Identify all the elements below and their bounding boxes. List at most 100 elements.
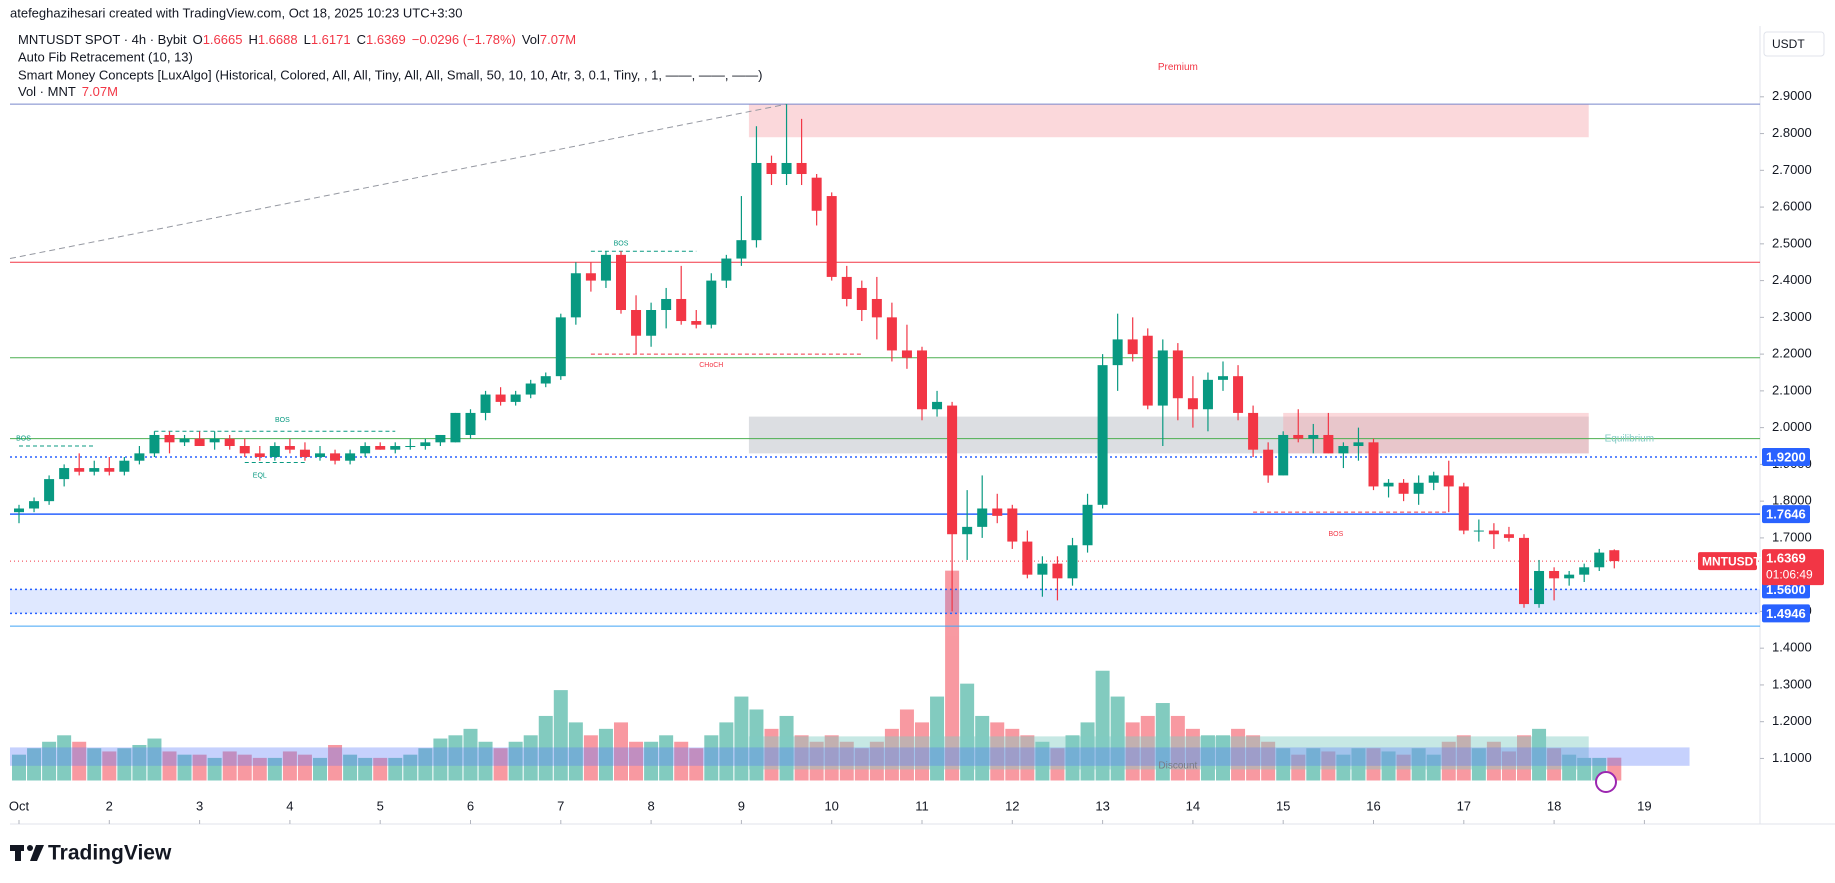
- volume-bar: [1351, 748, 1366, 781]
- candle-body: [179, 438, 190, 443]
- symbol-legend: MNTUSDT SPOT · 4h · Bybit O1.6665 H1.6688 L…: [18, 32, 576, 47]
- candle-body: [345, 453, 356, 461]
- volume-bar: [147, 738, 162, 781]
- currency-box: [1763, 31, 1825, 57]
- vol-value: 7.07M: [82, 84, 118, 99]
- trend-line: [9, 103, 787, 260]
- candle-body: [209, 438, 220, 443]
- candle-body: [1007, 508, 1018, 542]
- volume-bar: [117, 748, 132, 781]
- ohlc-value: 1.6369: [366, 32, 406, 47]
- candle-body: [1308, 434, 1319, 439]
- volume-bar: [418, 748, 433, 781]
- volume-bar: [1396, 754, 1411, 781]
- candle-body: [44, 479, 55, 502]
- volume-bar: [463, 728, 478, 781]
- candle-body: [1157, 350, 1168, 406]
- volume-bar: [1291, 754, 1306, 781]
- volume-bar: [1547, 748, 1562, 781]
- volume-bar: [1200, 735, 1215, 781]
- volume-bar: [222, 751, 237, 781]
- volume-bar: [12, 754, 26, 781]
- volume-bar: [1321, 751, 1336, 781]
- volume-bar: [674, 741, 689, 781]
- price-tag-label: 1.9200: [1766, 449, 1806, 464]
- candle-body: [751, 162, 762, 241]
- volume-bar: [87, 748, 102, 781]
- y-tick-label: 2.1000: [1772, 382, 1812, 397]
- candle-body: [1428, 475, 1439, 483]
- y-tick-label: 2.8000: [1772, 125, 1812, 140]
- volume-bar: [297, 754, 312, 781]
- volume-bar: [1336, 754, 1351, 781]
- volume-bar: [779, 715, 794, 781]
- candle-body: [360, 446, 371, 454]
- volume-bar: [1411, 748, 1426, 781]
- volume-bar: [1366, 748, 1381, 781]
- candle-body: [1052, 563, 1063, 579]
- candle-body: [1564, 574, 1575, 579]
- y-tick-label: 1.1000: [1772, 750, 1812, 765]
- volume-bar: [659, 735, 674, 781]
- last-price-label: 1.6369: [1766, 551, 1806, 566]
- candle-body: [1127, 339, 1138, 355]
- candle-body: [299, 449, 310, 458]
- volume-bar: [553, 690, 568, 781]
- volume-bar: [1216, 735, 1230, 781]
- candle-body: [917, 350, 927, 410]
- volume-bar: [132, 744, 147, 781]
- x-tick-label: 14: [1186, 798, 1200, 813]
- candle-body: [330, 453, 341, 461]
- annotation: Premium: [1158, 62, 1198, 73]
- indicator-legend: Smart Money Concepts [LuxAlgo] (Historic…: [18, 67, 762, 82]
- y-tick-label: 1.2000: [1772, 713, 1812, 728]
- candle-body: [405, 446, 416, 448]
- y-tick-label: 1.7000: [1772, 529, 1812, 544]
- indicator-legend: Auto Fib Retracement (10, 13): [18, 49, 193, 64]
- volume-bar: [734, 696, 749, 781]
- volume-bar: [764, 728, 779, 781]
- candle-body: [465, 412, 476, 435]
- y-tick-label: 2.9000: [1772, 88, 1812, 103]
- candle-body: [1519, 537, 1529, 605]
- x-tick-label: 15: [1276, 798, 1290, 813]
- candle-body: [1458, 486, 1469, 531]
- volume-bar: [493, 748, 508, 781]
- candle-body: [856, 287, 867, 311]
- volume-bar: [1155, 703, 1170, 781]
- y-tick-label: 1.3000: [1772, 676, 1812, 691]
- volume-bar: [824, 735, 839, 781]
- volume-bar: [328, 744, 343, 781]
- annotation: BOS: [614, 241, 629, 248]
- candle-body: [796, 162, 807, 175]
- volume-bar: [839, 741, 854, 781]
- volume-bar: [598, 728, 613, 781]
- candle-body: [585, 273, 596, 281]
- candle-body: [480, 394, 491, 413]
- tag-band: [10, 589, 1760, 614]
- price-tag-label: 1.5600: [1766, 582, 1806, 597]
- ohlc-value: 1.6171: [311, 32, 351, 47]
- candle-body: [992, 508, 1003, 516]
- price-tag-label: 1.4946: [1766, 606, 1806, 621]
- ohlc-key: O: [193, 32, 203, 47]
- volume-bar: [644, 741, 659, 781]
- candle-body: [1609, 550, 1620, 562]
- symbol-tag-label: MNTUSDT: [1702, 554, 1761, 568]
- candle-body: [119, 460, 130, 472]
- candle-body: [886, 317, 897, 351]
- annotation: EQL: [253, 472, 267, 479]
- volume-bar: [433, 738, 448, 781]
- y-tick-label: 1.8000: [1772, 493, 1812, 508]
- candle-body: [826, 196, 837, 277]
- candle-body: [871, 298, 882, 318]
- candle-body: [29, 501, 40, 509]
- candle-body: [254, 453, 265, 458]
- x-tick-label: 10: [824, 798, 838, 813]
- candle-body: [1263, 449, 1274, 476]
- volume-bar: [1065, 735, 1080, 781]
- volume-bar: [629, 741, 644, 781]
- zone: [10, 747, 1690, 766]
- candle-body: [1172, 350, 1183, 399]
- candle-body: [134, 453, 145, 461]
